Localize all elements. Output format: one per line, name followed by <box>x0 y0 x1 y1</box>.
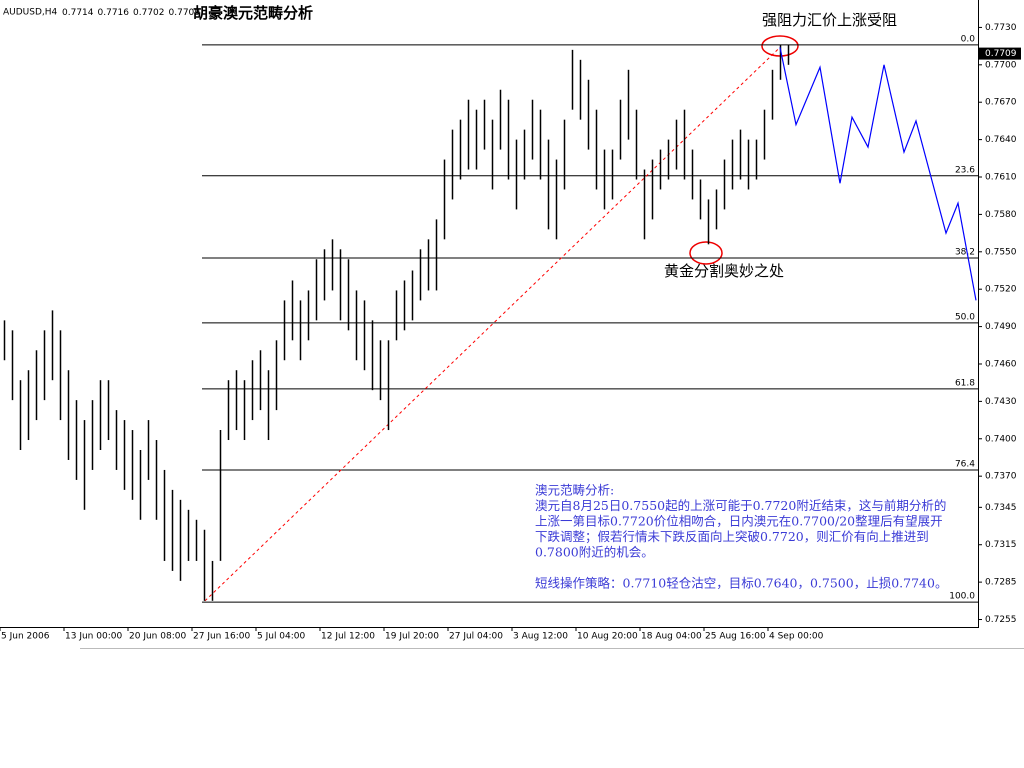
fib-label: 50.0 <box>955 312 975 322</box>
y-tick-label: 0.7430 <box>985 397 1017 407</box>
x-tick-label: 18 Aug 04:00 <box>641 632 702 642</box>
y-tick-label: 0.7520 <box>985 285 1017 295</box>
commentary-line: 澳元范畴分析: <box>535 483 614 498</box>
commentary-line: 澳元自8月25日0.7550起的上涨可能于0.7720附近结束，这与前期分析的 <box>535 498 946 513</box>
y-tick-label: 0.7580 <box>985 210 1017 220</box>
commentary-line: 短线操作策略：0.7710轻仓沽空，目标0.7640，0.7500，止损0.77… <box>535 576 947 591</box>
fib-label: 61.8 <box>955 378 975 388</box>
x-tick-label: 25 Aug 16:00 <box>705 632 766 642</box>
y-tick-label: 0.7640 <box>985 135 1017 145</box>
x-tick-label: 12 Jul 12:00 <box>321 632 375 642</box>
fib-label: 100.0 <box>949 592 975 602</box>
commentary-line: 上涨一第目标0.7720价位相吻合，日内澳元在0.7700/20整理后有望展开 <box>535 514 943 529</box>
x-tick-label: 5 Jun 2006 <box>1 632 50 642</box>
x-tick-label: 5 Jul 04:00 <box>257 632 306 642</box>
projection-line <box>779 47 977 301</box>
y-tick-label: 0.7610 <box>985 173 1017 183</box>
x-tick-label: 27 Jul 04:00 <box>449 632 503 642</box>
y-tick-label: 0.7345 <box>985 503 1017 513</box>
fib-label: 76.4 <box>955 459 975 469</box>
x-tick-label: 20 Jun 08:00 <box>129 632 186 642</box>
y-tick-label: 0.7460 <box>985 359 1017 369</box>
ohlc-values: 0.7714 0.7716 0.7702 0.7709 <box>62 8 200 18</box>
y-tick-label: 0.7315 <box>985 540 1017 550</box>
x-tick-label: 19 Jul 20:00 <box>385 632 439 642</box>
ohlc-value: 0.7709 <box>169 8 201 18</box>
x-tick-label: 10 Aug 20:00 <box>577 632 638 642</box>
ohlc-value: 0.7714 <box>62 8 94 18</box>
x-tick-label: 4 Sep 00:00 <box>769 632 824 642</box>
fib-label: 23.6 <box>955 165 975 175</box>
y-tick-label: 0.7730 <box>985 23 1017 33</box>
current-price-box <box>979 47 1021 60</box>
commentary-line: 下跌调整；假若行情未下跌反面向上突破0.7720，则汇价有向上推进到 <box>535 529 929 544</box>
commentary-line: 0.7800附近的机会。 <box>535 545 654 560</box>
x-tick-label: 27 Jun 16:00 <box>193 632 250 642</box>
y-tick-label: 0.7550 <box>985 247 1017 257</box>
fib-label: 0.0 <box>961 34 976 44</box>
annotation: 强阻力汇价上涨受阻 <box>762 11 897 29</box>
y-tick-label: 0.7285 <box>985 578 1017 588</box>
y-tick-label: 0.7370 <box>985 472 1017 482</box>
annotation: 黄金分割奥妙之处 <box>664 262 784 280</box>
y-tick-label: 0.7700 <box>985 60 1017 70</box>
y-tick-label: 0.7255 <box>985 615 1017 625</box>
highlight-circle <box>689 241 723 265</box>
x-tick-label: 3 Aug 12:00 <box>513 632 568 642</box>
symbol: AUDUSD,H4 <box>3 8 58 18</box>
y-tick-label: 0.7400 <box>985 434 1017 444</box>
chart-title: 胡豪澳元范畴分析 <box>193 4 313 22</box>
ohlc-value: 0.7702 <box>133 8 165 18</box>
current-price-label: 0.7709 <box>985 49 1017 59</box>
y-tick-label: 0.7490 <box>985 322 1017 332</box>
ohlc-value: 0.7716 <box>98 8 130 18</box>
y-tick-label: 0.7670 <box>985 98 1017 108</box>
trendline <box>204 47 781 602</box>
x-tick-label: 13 Jun 00:00 <box>65 632 122 642</box>
fib-label: 38.2 <box>955 248 975 258</box>
